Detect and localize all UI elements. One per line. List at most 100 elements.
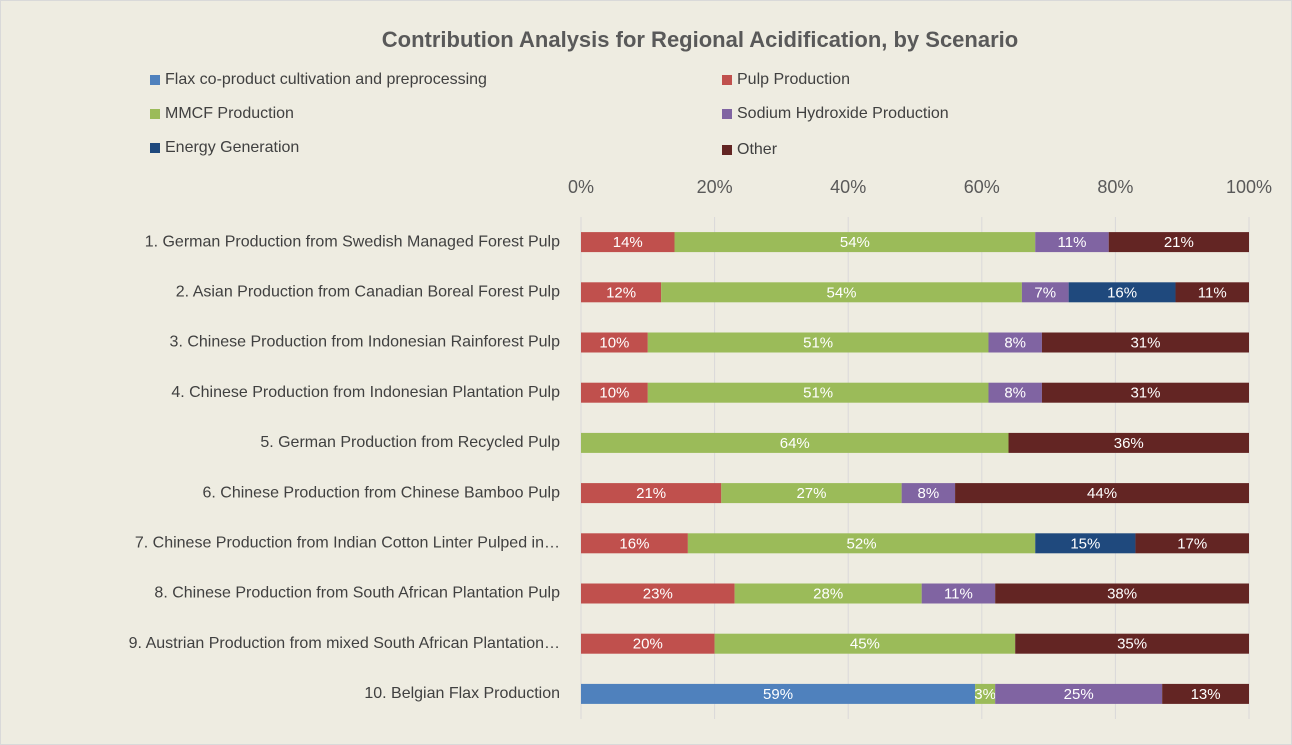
data-label: 51% (803, 334, 833, 351)
data-label: 35% (1117, 636, 1147, 653)
x-tick-label: 80% (1097, 177, 1133, 197)
bar-segment (1162, 683, 1249, 704)
bar-segment (714, 633, 1016, 654)
x-tick-label: 40% (830, 177, 866, 197)
bar-segment (1035, 533, 1136, 554)
x-tick-label: 0% (568, 177, 594, 197)
legend-swatch (150, 143, 160, 153)
bar-segment (901, 483, 956, 504)
bar-segment (581, 633, 715, 654)
y-tick-label: 9. Austrian Production from mixed South … (129, 635, 560, 652)
bar-segment (1068, 282, 1176, 303)
bar-segment (1108, 232, 1249, 253)
bar-segment (1041, 332, 1249, 353)
data-label: 16% (1107, 284, 1137, 301)
data-label: 44% (1087, 485, 1117, 502)
x-tick-label: 60% (964, 177, 1000, 197)
legend-swatch (150, 75, 160, 85)
bar-segment (1008, 432, 1249, 453)
bar-segment (721, 483, 902, 504)
data-label: 16% (619, 535, 649, 552)
bar-segment (581, 533, 688, 554)
data-label: 36% (1114, 435, 1144, 452)
bar-segment (1175, 282, 1249, 303)
bar-segment (1135, 533, 1249, 554)
data-label: 8% (1004, 385, 1026, 402)
legend-swatch (722, 75, 732, 85)
data-label: 31% (1130, 385, 1160, 402)
bar-segment (1021, 282, 1069, 303)
y-tick-label: 2. Asian Production from Canadian Boreal… (176, 284, 560, 301)
legend-label: MMCF Production (165, 105, 294, 122)
data-label: 11% (1198, 284, 1227, 301)
bar-segment (1041, 382, 1249, 403)
data-label: 64% (780, 435, 810, 452)
data-label: 38% (1107, 585, 1137, 602)
legend-label: Other (737, 141, 778, 158)
data-label: 10% (599, 334, 629, 351)
data-label: 15% (1070, 535, 1100, 552)
bar-segment (687, 533, 1036, 554)
data-label: 3% (974, 686, 996, 703)
data-label: 11% (944, 585, 973, 602)
y-tick-label: 10. Belgian Flax Production (364, 685, 560, 702)
data-label: 8% (1004, 334, 1026, 351)
legend-label: Sodium Hydroxide Production (737, 105, 949, 122)
y-tick-label: 3. Chinese Production from Indonesian Ra… (170, 334, 561, 351)
bar-segment (988, 332, 1042, 353)
bar-segment (674, 232, 1036, 253)
y-tick-label: 6. Chinese Production from Chinese Bambo… (202, 484, 560, 501)
legend-swatch (150, 109, 160, 119)
data-label: 54% (827, 284, 857, 301)
legend-swatch (722, 145, 732, 155)
x-tick-label: 20% (697, 177, 733, 197)
legend-label: Flax co-product cultivation and preproce… (165, 71, 487, 88)
data-label: 25% (1064, 686, 1094, 703)
bar-segment (988, 382, 1042, 403)
bar-segment (647, 332, 989, 353)
data-label: 7% (1034, 284, 1056, 301)
bar-segment (661, 282, 1022, 303)
data-label: 54% (840, 234, 870, 251)
legend-swatch (722, 109, 732, 119)
y-tick-label: 4. Chinese Production from Indonesian Pl… (171, 384, 560, 401)
bar-segment (995, 683, 1163, 704)
data-label: 21% (1164, 234, 1194, 251)
bar-segment (1015, 633, 1249, 654)
bar-segment (975, 683, 996, 704)
data-label: 14% (613, 234, 643, 251)
bar-segment (581, 382, 648, 403)
bar-segment (581, 232, 675, 253)
data-label: 52% (847, 535, 877, 552)
bar-segment (581, 332, 648, 353)
data-label: 27% (796, 485, 826, 502)
y-tick-label: 8. Chinese Production from South African… (154, 585, 560, 602)
bar-segment (921, 583, 996, 604)
bar-segment (581, 483, 722, 504)
bar-segment (734, 583, 922, 604)
data-label: 51% (803, 385, 833, 402)
bar-segment (955, 483, 1249, 504)
data-label: 21% (636, 485, 666, 502)
chart-title: Contribution Analysis for Regional Acidi… (382, 27, 1018, 52)
data-label: 31% (1130, 334, 1160, 351)
bar-segment (647, 382, 989, 403)
data-label: 45% (850, 636, 880, 653)
data-label: 13% (1191, 686, 1221, 703)
data-label: 20% (633, 636, 663, 653)
y-tick-label: 1. German Production from Swedish Manage… (145, 233, 560, 250)
bar-segment (581, 683, 976, 704)
legend-label: Pulp Production (737, 71, 850, 88)
data-label: 12% (606, 284, 636, 301)
legend-label: Energy Generation (165, 139, 299, 156)
bar-segment (581, 282, 662, 303)
x-tick-label: 100% (1226, 177, 1272, 197)
bar-segment (1035, 232, 1109, 253)
data-label: 10% (599, 385, 629, 402)
data-label: 8% (918, 485, 940, 502)
data-label: 28% (813, 585, 843, 602)
y-tick-label: 7. Chinese Production from Indian Cotton… (135, 535, 560, 552)
bar-segment (581, 432, 1009, 453)
